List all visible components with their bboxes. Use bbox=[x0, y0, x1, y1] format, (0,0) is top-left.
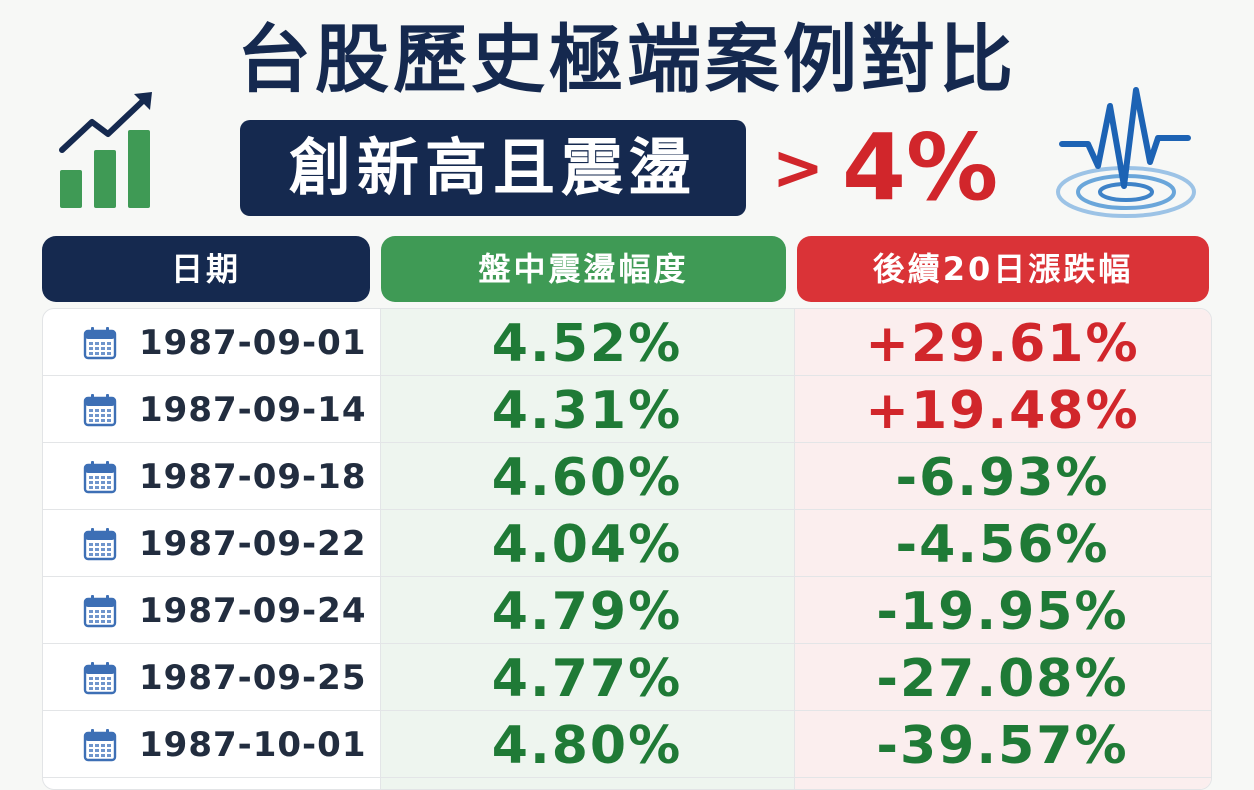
table-row: 1987-09-18 4.60% -6.93% bbox=[43, 443, 1211, 510]
return-cell: +29.61% bbox=[865, 314, 1140, 374]
date-text: 1987-09-25 bbox=[139, 658, 367, 698]
amplitude-column-bg bbox=[380, 309, 794, 789]
calendar-icon bbox=[83, 527, 117, 561]
table-row: 1987-09-24 4.79% -19.95% bbox=[43, 577, 1211, 644]
header-date: 日期 bbox=[42, 236, 370, 302]
return-cell: -39.57% bbox=[876, 716, 1129, 776]
page-title: 台股歷史極端案例對比 bbox=[237, 17, 1017, 103]
amplitude-cell: 4.04% bbox=[491, 515, 683, 575]
return-cell: -4.56% bbox=[895, 515, 1110, 575]
amplitude-cell: 4.80% bbox=[491, 716, 683, 776]
data-table: 1987-09-01 4.52% +29.61% 1987-09-14 4.31% +19… bbox=[42, 308, 1212, 790]
amplitude-cell: 4.31% bbox=[491, 381, 683, 441]
table-row: 1987-09-22 4.04% -4.56% bbox=[43, 510, 1211, 577]
bar-chart-up-icon bbox=[59, 92, 152, 208]
date-text: 1987-09-01 bbox=[139, 323, 367, 363]
pulse-wave-icon bbox=[1056, 87, 1196, 218]
date-text: 1987-09-14 bbox=[139, 390, 367, 430]
date-cell: 1987-09-25 bbox=[43, 644, 380, 710]
calendar-icon bbox=[83, 661, 117, 695]
threshold-symbol: > bbox=[772, 130, 824, 204]
amplitude-cell: 4.77% bbox=[491, 649, 683, 709]
return-cell: -27.08% bbox=[876, 649, 1129, 709]
calendar-icon bbox=[83, 393, 117, 427]
amplitude-cell: 4.60% bbox=[491, 448, 683, 508]
calendar-icon bbox=[83, 326, 117, 360]
amplitude-cell: 4.79% bbox=[491, 582, 683, 642]
subtitle-banner: 創新高且震盪 bbox=[240, 120, 746, 216]
date-cell: 1987-09-01 bbox=[43, 309, 380, 375]
table-row: 1987-09-14 4.31% +19.48% bbox=[43, 376, 1211, 443]
date-cell: 1987-09-18 bbox=[43, 443, 380, 509]
return-column-bg bbox=[794, 309, 1211, 789]
date-text: 1987-09-18 bbox=[139, 457, 367, 497]
table-row: 1987-09-25 4.77% -27.08% bbox=[43, 644, 1211, 711]
column-divider bbox=[794, 309, 795, 789]
header-return-20d: 後續20日漲跌幅 bbox=[797, 236, 1209, 302]
table-row: 1987-10-01 4.80% -39.57% bbox=[43, 711, 1211, 778]
calendar-icon bbox=[83, 728, 117, 762]
date-text: 1987-09-24 bbox=[139, 591, 367, 631]
calendar-icon bbox=[83, 594, 117, 628]
date-cell: 1987-09-22 bbox=[43, 510, 380, 576]
date-text: 1987-09-22 bbox=[139, 524, 367, 564]
threshold-value: 4% bbox=[841, 114, 999, 221]
date-cell: 1987-09-24 bbox=[43, 577, 380, 643]
header-amplitude: 盤中震盪幅度 bbox=[381, 236, 786, 302]
calendar-icon bbox=[83, 460, 117, 494]
table-row: 1987-09-01 4.52% +29.61% bbox=[43, 309, 1211, 376]
return-cell: -6.93% bbox=[895, 448, 1110, 508]
date-cell: 1987-09-14 bbox=[43, 376, 380, 442]
threshold-label: >4% bbox=[772, 118, 1022, 218]
return-cell: +19.48% bbox=[865, 381, 1140, 441]
return-cell: -19.95% bbox=[876, 582, 1129, 642]
date-cell: 1987-10-01 bbox=[43, 711, 380, 777]
date-text: 1987-10-01 bbox=[139, 725, 367, 765]
column-divider bbox=[380, 309, 381, 789]
amplitude-cell: 4.52% bbox=[491, 314, 683, 374]
